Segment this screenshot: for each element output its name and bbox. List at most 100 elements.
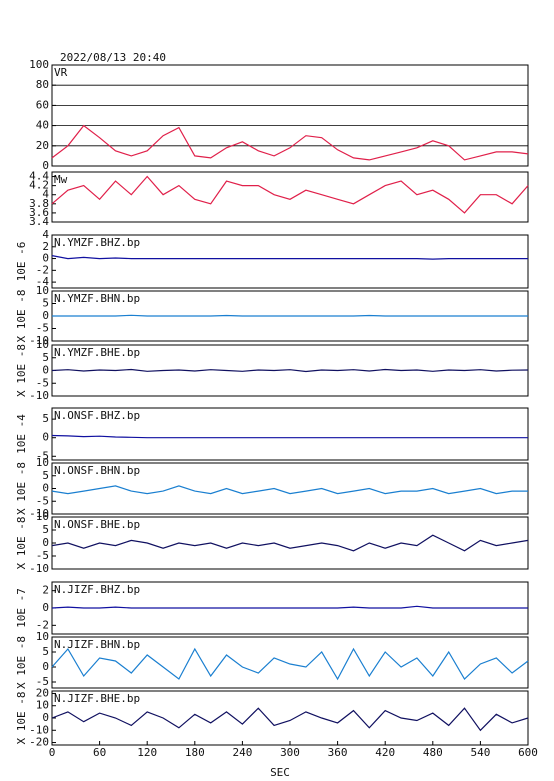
y-tick-label: 10 — [36, 630, 49, 643]
y-tick-label: 10 — [36, 284, 49, 297]
trace — [51, 434, 528, 439]
trace — [51, 124, 529, 161]
y-axis-label: X 10E -8 — [15, 290, 28, 343]
panel-label: N.YMZF.BHZ.bp — [54, 236, 140, 249]
y-axis-label: X 10E -8 — [15, 462, 28, 515]
y-tick-label: 10 — [36, 456, 49, 469]
x-tick-label: 300 — [280, 746, 300, 759]
x-tick-label: 0 — [49, 746, 56, 759]
panel-label: VR — [54, 66, 68, 79]
panel-label: N.YMZF.BHN.bp — [54, 292, 140, 305]
panel-label: N.JIZF.BHZ.bp — [54, 583, 140, 596]
trace — [51, 707, 529, 732]
y-axis-label: 10E -4 — [15, 414, 28, 454]
y-tick-label: 100 — [29, 58, 49, 71]
y-tick-label: -5 — [36, 449, 49, 462]
y-tick-label: -10 — [29, 389, 49, 402]
y-tick-label: 4 — [42, 228, 49, 241]
x-tick-label: 480 — [423, 746, 443, 759]
y-tick-label: -10 — [29, 562, 49, 575]
x-axis-label: SEC — [270, 766, 290, 779]
y-tick-label: 20 — [36, 686, 49, 699]
y-tick-label: -5 — [36, 322, 49, 335]
y-tick-label: 60 — [36, 98, 49, 111]
y-tick-label: 5 — [42, 351, 49, 364]
y-tick-label: 5 — [42, 645, 49, 658]
trace — [51, 368, 529, 373]
y-tick-label: 3.6 — [29, 206, 49, 219]
y-axis-label: 10E -6 — [15, 242, 28, 282]
trace — [52, 314, 528, 317]
y-tick-label: 4.4 — [29, 170, 49, 183]
y-tick-label: 0 — [42, 536, 49, 549]
panel-label: Mw — [54, 173, 68, 186]
panel-label: N.ONSF.BHN.bp — [54, 464, 140, 477]
panel-label: N.JIZF.BHE.bp — [54, 692, 140, 705]
y-tick-label: 0 — [42, 711, 49, 724]
y-axis-label: X 10E -8 — [15, 517, 28, 570]
y-tick-label: 5 — [42, 412, 49, 425]
y-axis-label: 10E -7 — [15, 588, 28, 628]
panel-frame — [51, 636, 529, 689]
chart-title: 2022/08/13 20:40 — [60, 51, 166, 64]
x-tick-label: 240 — [232, 746, 252, 759]
y-axis-label: X 10E -8 — [15, 692, 28, 745]
y-tick-label: -10 — [29, 723, 49, 736]
y-tick-label: 0 — [42, 660, 49, 673]
x-tick-label: 540 — [470, 746, 490, 759]
panel-label: N.YMZF.BHE.bp — [54, 346, 140, 359]
x-tick-label: 420 — [375, 746, 395, 759]
panel-frame — [51, 234, 529, 289]
y-tick-label: -2 — [36, 263, 49, 276]
y-tick-label: 0 — [42, 159, 49, 172]
x-tick-label: 120 — [137, 746, 157, 759]
y-tick-label: 0 — [42, 252, 49, 265]
y-tick-label: 80 — [36, 78, 49, 91]
panel-label: N.ONSF.BHZ.bp — [54, 409, 140, 422]
y-tick-label: 3.4 — [29, 215, 49, 228]
y-tick-label: 5 — [42, 523, 49, 536]
y-tick-label: -2 — [36, 618, 49, 631]
y-tick-label: -5 — [36, 376, 49, 389]
panel-frame — [51, 64, 529, 167]
panel-frame — [51, 407, 529, 461]
trace — [51, 534, 529, 552]
y-tick-label: -10 — [29, 507, 49, 520]
panel-frame — [51, 171, 529, 223]
y-tick-label: 2 — [42, 240, 49, 253]
y-tick-label: 0 — [42, 364, 49, 377]
y-tick-label: -10 — [29, 334, 49, 347]
x-tick-label: 360 — [328, 746, 348, 759]
y-tick-label: -5 — [36, 494, 49, 507]
y-tick-label: -5 — [36, 549, 49, 562]
y-tick-label: 40 — [36, 119, 49, 132]
y-tick-label: 20 — [36, 139, 49, 152]
x-tick-label: 60 — [93, 746, 106, 759]
y-tick-label: -5 — [36, 675, 49, 688]
y-tick-label: 0 — [42, 309, 49, 322]
y-axis-label: X 10E -8 — [15, 344, 28, 397]
y-tick-label: 4.2 — [29, 179, 49, 192]
y-tick-label: 0 — [42, 601, 49, 614]
y-tick-label: 5 — [42, 297, 49, 310]
y-tick-label: 4 — [42, 188, 49, 201]
trace — [51, 605, 528, 609]
y-tick-label: 3.8 — [29, 197, 49, 210]
y-tick-label: 2 — [42, 584, 49, 597]
trace — [51, 485, 528, 495]
trace — [51, 175, 529, 214]
y-tick-label: 0 — [42, 482, 49, 495]
x-tick-label: 180 — [185, 746, 205, 759]
y-tick-label: 0 — [42, 431, 49, 444]
trace — [51, 255, 528, 260]
y-tick-label: 5 — [42, 469, 49, 482]
y-tick-label: -4 — [36, 275, 50, 288]
x-tick-label: 600 — [518, 746, 538, 759]
trace — [51, 647, 529, 681]
y-axis-label: X 10E -8 — [15, 636, 28, 689]
panel-label: N.ONSF.BHE.bp — [54, 518, 140, 531]
panel-label: N.JIZF.BHN.bp — [54, 638, 140, 651]
y-tick-label: 10 — [36, 510, 49, 523]
y-tick-label: 10 — [36, 338, 49, 351]
